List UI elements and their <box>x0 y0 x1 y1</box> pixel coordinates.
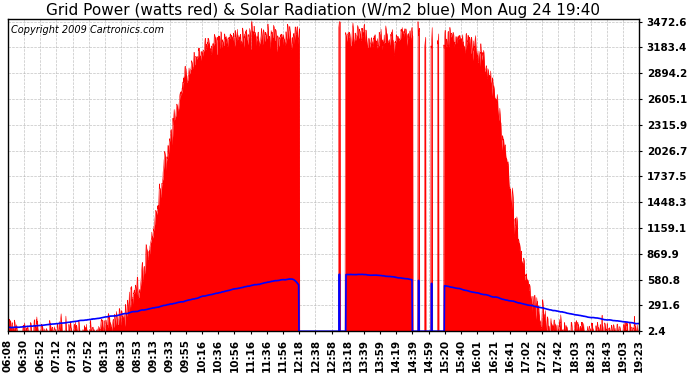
Title: Grid Power (watts red) & Solar Radiation (W/m2 blue) Mon Aug 24 19:40: Grid Power (watts red) & Solar Radiation… <box>46 3 600 18</box>
Text: Copyright 2009 Cartronics.com: Copyright 2009 Cartronics.com <box>11 25 164 35</box>
